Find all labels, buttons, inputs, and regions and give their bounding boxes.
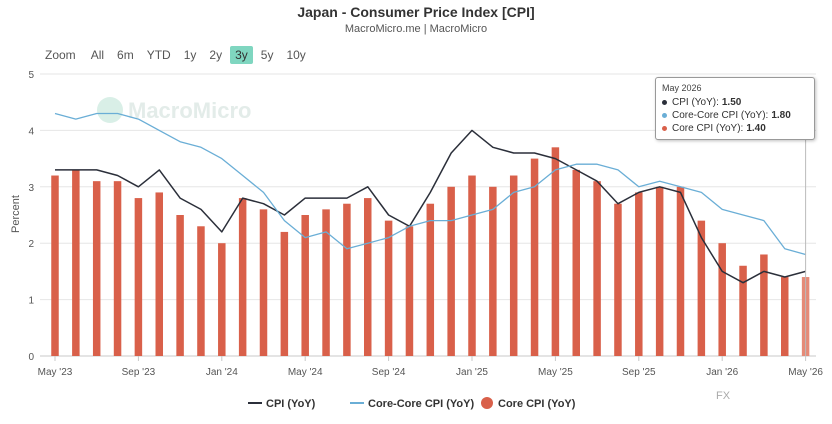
tooltip-label: CPI (YoY): bbox=[672, 97, 719, 108]
chart-subtitle: MacroMicro.me | MacroMicro bbox=[344, 23, 488, 35]
core-cpi-bar bbox=[551, 147, 560, 356]
y-tick-label: 1 bbox=[28, 296, 34, 307]
legend-item[interactable]: CPI (YoY) bbox=[248, 398, 316, 410]
core-cpi-bar bbox=[343, 203, 351, 356]
zoom-6m-button[interactable]: 6m bbox=[117, 48, 134, 62]
watermark-text: MacroMicro bbox=[128, 98, 251, 123]
core-cpi-bar bbox=[760, 254, 768, 356]
x-tick-label: May '24 bbox=[288, 367, 323, 378]
legend-item[interactable]: Core-Core CPI (YoY) bbox=[350, 398, 474, 410]
core-cpi-bar bbox=[238, 198, 247, 356]
legend-label: Core CPI (YoY) bbox=[498, 398, 576, 410]
y-tick-label: 3 bbox=[28, 183, 34, 194]
core-cpi-bar bbox=[280, 231, 289, 356]
core-cpi-bar bbox=[322, 209, 330, 356]
core-cpi-dot-icon bbox=[662, 126, 667, 131]
tooltip-row-cpi: CPI (YoY): 1.50 bbox=[662, 96, 808, 109]
series-line bbox=[55, 129, 806, 284]
cpi-dot-icon bbox=[662, 100, 667, 105]
tooltip-value: 1.80 bbox=[771, 110, 791, 121]
core-cpi-bar bbox=[301, 215, 309, 356]
y-axis-label: Percent bbox=[10, 195, 22, 233]
y-tick-label: 4 bbox=[28, 126, 34, 137]
legend-label: Core-Core CPI (YoY) bbox=[368, 398, 474, 410]
x-tick-label: Jan '26 bbox=[706, 367, 738, 378]
y-tick-label: 2 bbox=[28, 239, 34, 250]
zoom-2y-button[interactable]: 2y bbox=[209, 48, 223, 62]
x-tick-label: Jan '24 bbox=[206, 367, 238, 378]
core-cpi-bar bbox=[197, 226, 205, 356]
core-cpi-bar bbox=[635, 192, 643, 356]
core-cpi-bar bbox=[113, 181, 122, 356]
core-cpi-bar bbox=[384, 220, 393, 356]
zoom-ytd-button[interactable]: YTD bbox=[146, 48, 171, 62]
core-cpi-bar bbox=[468, 175, 476, 356]
series-line bbox=[54, 112, 806, 256]
core-cpi-bar bbox=[176, 215, 184, 356]
core-cpi-bar bbox=[509, 175, 518, 356]
tooltip-value: 1.50 bbox=[721, 97, 742, 108]
core-cpi-bar bbox=[572, 169, 580, 356]
x-tick-label: May '23 bbox=[38, 367, 73, 378]
core-cpi-bar bbox=[447, 186, 455, 356]
legend-label: CPI (YoY) bbox=[266, 398, 316, 410]
y-tick-label: 5 bbox=[28, 70, 34, 81]
core-cpi-bar bbox=[72, 169, 80, 356]
zoom-bar: Zoom All 6m YTD 1y 2y 3y 5y 10y bbox=[45, 46, 314, 64]
tooltip: May 2026 CPI (YoY): 1.50 Core-Core CPI (… bbox=[655, 77, 815, 140]
core-cpi-bar bbox=[718, 243, 726, 356]
core-cpi-bar bbox=[697, 220, 706, 356]
legend: CPI (YoY) Core-Core CPI (YoY) Core CPI (Yo… bbox=[248, 397, 576, 410]
tooltip-value: 1.40 bbox=[746, 123, 766, 134]
core-cpi-bar bbox=[155, 192, 163, 356]
core-cpi-bar bbox=[51, 175, 59, 356]
watermark-logo: MacroMicro bbox=[97, 97, 251, 123]
zoom-label: Zoom bbox=[45, 48, 76, 62]
core-cpi-bar bbox=[655, 186, 664, 356]
tooltip-label: Core-Core CPI (YoY): bbox=[672, 110, 769, 121]
y-tick-label: 0 bbox=[28, 352, 34, 363]
zoom-3y-button[interactable]: 3y bbox=[230, 46, 253, 64]
x-tick-label: Sep '23 bbox=[122, 367, 156, 378]
core-cpi-bar bbox=[676, 186, 685, 356]
tooltip-label: Core CPI (YoY): bbox=[672, 123, 744, 134]
x-tick-label: Sep '25 bbox=[622, 367, 656, 378]
core-cpi-bar bbox=[739, 265, 747, 356]
core-cpi-bar bbox=[405, 226, 414, 356]
tooltip-row-core-cpi: Core CPI (YoY): 1.40 bbox=[662, 122, 808, 135]
core-cpi-bar bbox=[530, 158, 539, 356]
core-cpi-bar bbox=[426, 203, 435, 356]
y-axis: 0 1 2 3 4 5 bbox=[28, 70, 34, 363]
core-cpi-bar bbox=[218, 243, 226, 356]
x-tick-label: May '26 bbox=[788, 367, 823, 378]
zoom-1y-button[interactable]: 1y bbox=[183, 48, 197, 62]
core-cpi-bar bbox=[614, 203, 622, 356]
x-tick-label: Sep '24 bbox=[372, 367, 406, 378]
x-tick-label: May '25 bbox=[538, 367, 573, 378]
zoom-5y-button[interactable]: 5y bbox=[260, 48, 274, 62]
core-core-cpi-dot-icon bbox=[662, 113, 667, 118]
tooltip-date: May 2026 bbox=[662, 83, 702, 93]
core-cpi-bars bbox=[51, 147, 810, 356]
legend-dot-icon bbox=[481, 397, 493, 409]
core-cpi-bar bbox=[593, 181, 601, 356]
core-cpi-bar bbox=[259, 209, 268, 356]
footer-watermark: FX bbox=[716, 390, 731, 402]
core-cpi-bar bbox=[364, 198, 372, 356]
tooltip-row-core-core-cpi: Core-Core CPI (YoY): 1.80 bbox=[662, 109, 808, 122]
core-cpi-bar bbox=[489, 186, 497, 356]
zoom-all-button[interactable]: All bbox=[90, 48, 105, 62]
core-cpi-bar bbox=[781, 277, 789, 356]
chart-title: Japan - Consumer Price Index [CPI] bbox=[297, 4, 535, 20]
x-tick-label: Jan '25 bbox=[456, 367, 488, 378]
watermark-logo-icon bbox=[97, 97, 123, 123]
legend-item[interactable]: Core CPI (YoY) bbox=[481, 397, 576, 410]
line-series bbox=[54, 112, 806, 284]
core-cpi-bar bbox=[134, 198, 143, 356]
zoom-10y-button[interactable]: 10y bbox=[286, 48, 306, 62]
core-cpi-bar bbox=[92, 181, 101, 356]
x-axis: May '23 Sep '23 Jan '24 May '24 Sep '24 Jan '… bbox=[38, 356, 823, 378]
